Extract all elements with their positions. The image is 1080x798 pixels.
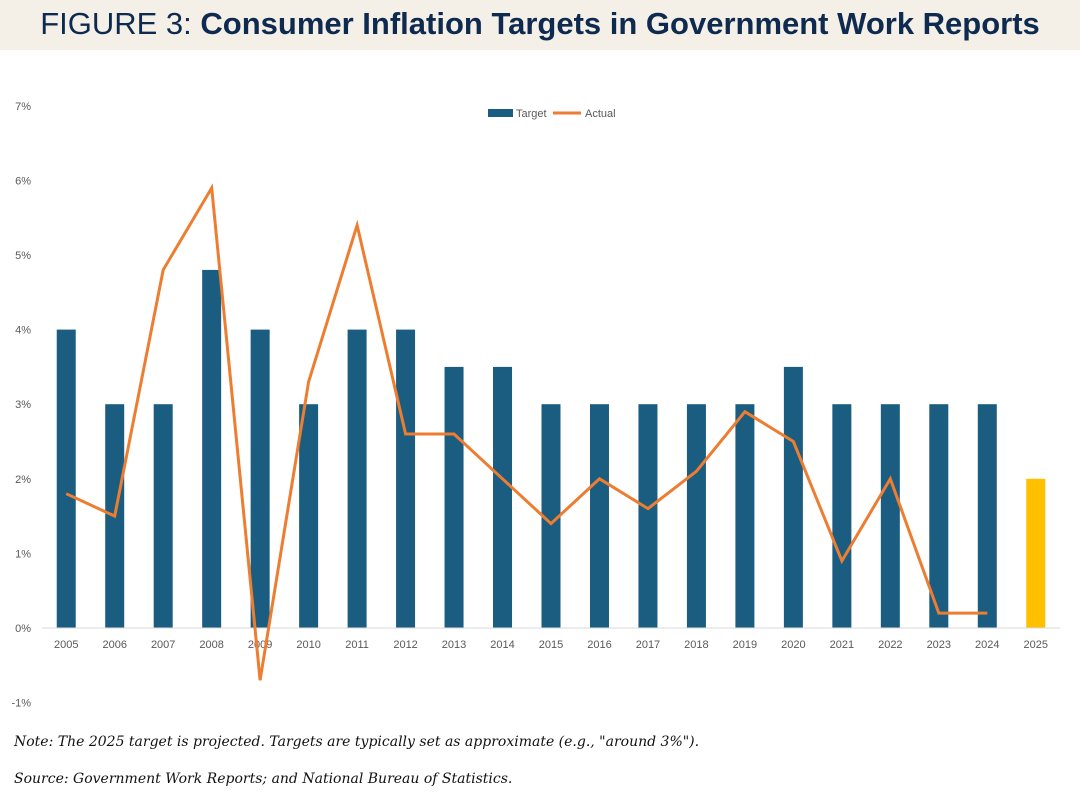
source-note: Source: Government Work Reports; and Nat…: [14, 771, 513, 787]
x-tick-label: 2020: [781, 639, 805, 651]
figure-number: FIGURE 3:: [40, 6, 201, 41]
y-tick-label: 2%: [15, 474, 31, 486]
legend-swatch-target: [488, 109, 513, 117]
x-tick-label: 2018: [684, 639, 708, 651]
target-bar: [444, 366, 464, 628]
legend-label-actual: Actual: [585, 108, 616, 120]
y-tick-label: 4%: [15, 325, 31, 337]
legend: Target Actual: [488, 108, 616, 120]
target-bar: [832, 404, 852, 628]
inflation-chart: -1% 0% 1% 2% 3% 4% 5% 6% 7% 2005 2006 2007 2008 2009 2…: [11, 101, 1060, 710]
footnote: Note: The 2025 target is projected. Targ…: [14, 734, 700, 750]
x-tick-label: 2022: [878, 639, 902, 651]
y-tick-label: -1%: [11, 698, 31, 710]
x-tick-label: 2016: [587, 639, 611, 651]
target-bar: [735, 404, 755, 628]
target-bar: [589, 404, 609, 628]
x-tick-label: 2014: [490, 639, 514, 651]
figure-title-text: Consumer Inflation Targets in Government…: [200, 6, 1040, 41]
x-tick-label: 2011: [345, 639, 369, 651]
y-tick-label: 7%: [15, 101, 31, 113]
target-bar: [56, 329, 76, 628]
target-bar: [977, 404, 997, 628]
target-bar: [783, 366, 803, 628]
figure-title: FIGURE 3: Consumer Inflation Targets in …: [0, 6, 1080, 42]
x-tick-label: 2025: [1024, 639, 1048, 651]
target-bar: [153, 404, 173, 628]
y-tick-label: 5%: [15, 250, 31, 262]
x-tick-label: 2013: [442, 639, 466, 651]
x-tick-label: 2006: [102, 639, 126, 651]
target-bar: [250, 329, 270, 628]
title-banner: [0, 0, 1080, 50]
x-tick-label: 2024: [975, 639, 999, 651]
x-tick-label: 2023: [927, 639, 951, 651]
y-tick-label: 0%: [15, 623, 31, 635]
target-bar: [638, 404, 658, 628]
x-tick-label: 2012: [393, 639, 417, 651]
target-bar: [493, 366, 513, 628]
x-tick-label: 2007: [151, 639, 175, 651]
target-bar: [347, 329, 367, 628]
x-tick-label: 2017: [636, 639, 660, 651]
x-tick-label: 2019: [733, 639, 757, 651]
x-tick-label: 2015: [539, 639, 563, 651]
x-tick-label: 2010: [296, 639, 320, 651]
actual-line: [65, 183, 988, 681]
target-bar: [929, 404, 949, 628]
target-bar-projected: [1026, 478, 1046, 628]
y-tick-label: 1%: [15, 548, 31, 560]
target-bar: [541, 404, 561, 628]
target-bar: [299, 404, 319, 628]
legend-label-target: Target: [516, 108, 547, 120]
x-tick-label: 2008: [199, 639, 223, 651]
target-bar: [396, 329, 416, 628]
x-tick-label: 2005: [54, 639, 78, 651]
y-tick-label: 3%: [15, 399, 31, 411]
x-tick-label: 2021: [830, 639, 854, 651]
target-bar: [686, 404, 706, 628]
target-bar: [880, 404, 900, 628]
target-bar: [202, 269, 222, 628]
x-tick-label: 2009: [248, 639, 272, 651]
y-tick-label: 6%: [15, 175, 31, 187]
